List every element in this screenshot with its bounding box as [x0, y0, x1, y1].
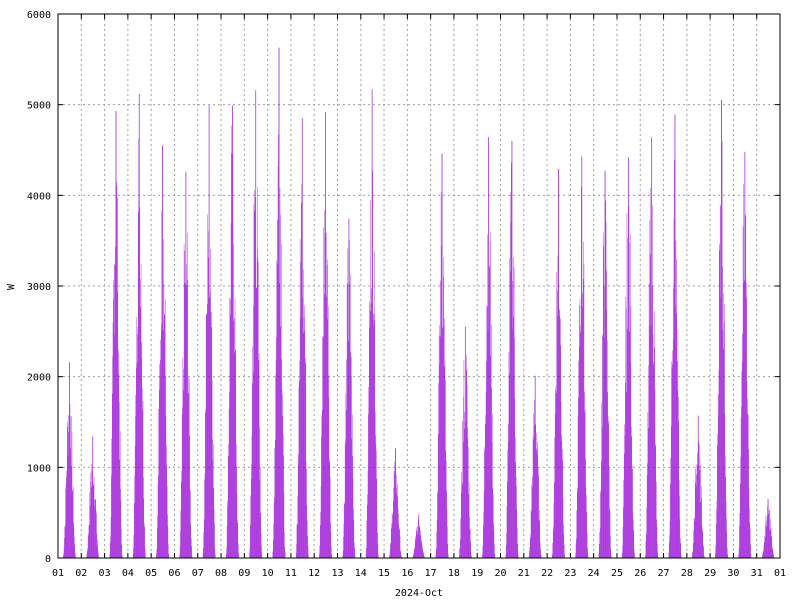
- y-tick-label: 2000: [27, 373, 51, 384]
- y-tick-label: 3000: [27, 282, 51, 293]
- x-tick-label: 17: [425, 568, 437, 579]
- day-production: [86, 437, 99, 558]
- day-production: [622, 157, 635, 558]
- day-production: [692, 416, 705, 558]
- day-production: [412, 514, 425, 558]
- x-tick-label: 01: [52, 568, 64, 579]
- day-production: [133, 94, 146, 558]
- x-tick-label: 26: [634, 568, 646, 579]
- x-tick-label: 22: [541, 568, 553, 579]
- x-tick-label: 12: [308, 568, 320, 579]
- x-tick-label: 31: [751, 568, 763, 579]
- day-production: [459, 327, 472, 558]
- x-axis-title: 2024-Oct: [395, 588, 443, 599]
- day-production: [226, 106, 239, 558]
- x-tick-label: 01: [774, 568, 786, 579]
- x-tick-label: 11: [285, 568, 297, 579]
- day-production: [202, 106, 215, 558]
- x-tick-label: 04: [122, 568, 134, 579]
- x-tick-label: 29: [704, 568, 716, 579]
- y-tick-label: 6000: [27, 10, 51, 21]
- x-tick-label: 08: [215, 568, 227, 579]
- day-production: [179, 172, 192, 558]
- day-production: [505, 141, 518, 558]
- x-tick-label: 21: [518, 568, 530, 579]
- x-tick-label: 25: [611, 568, 623, 579]
- y-axis-title: W: [6, 283, 17, 290]
- day-production: [319, 112, 332, 558]
- y-tick-label: 1000: [27, 463, 51, 474]
- x-tick-label: 14: [355, 568, 367, 579]
- day-production: [598, 171, 611, 558]
- day-production: [296, 118, 309, 558]
- x-tick-label: 19: [471, 568, 483, 579]
- x-tick-label: 20: [494, 568, 506, 579]
- day-production: [668, 115, 681, 558]
- data-bars: [63, 48, 775, 558]
- y-tick-label: 0: [45, 554, 51, 565]
- x-tick-label: 06: [168, 568, 180, 579]
- x-tick-label: 03: [99, 568, 111, 579]
- x-tick-label: 10: [262, 568, 274, 579]
- x-tick-label: 02: [75, 568, 87, 579]
- x-tick-label: 28: [681, 568, 693, 579]
- x-tick-label: 07: [192, 568, 204, 579]
- x-tick-label: 09: [238, 568, 250, 579]
- x-tick-label: 24: [588, 568, 600, 579]
- day-production: [365, 89, 378, 558]
- y-tick-label: 5000: [27, 101, 51, 112]
- day-production: [715, 100, 728, 558]
- x-tick-label: 05: [145, 568, 157, 579]
- x-tick-label: 13: [331, 568, 343, 579]
- day-production: [272, 48, 285, 558]
- day-production: [63, 362, 76, 558]
- day-production: [738, 152, 751, 558]
- y-tick-label: 4000: [27, 191, 51, 202]
- x-tick-label: 27: [658, 568, 670, 579]
- x-tick-label: 15: [378, 568, 390, 579]
- x-tick-label: 30: [727, 568, 739, 579]
- x-tick-label: 16: [401, 568, 413, 579]
- day-production: [575, 156, 588, 558]
- day-production: [389, 448, 402, 558]
- day-production: [109, 111, 122, 558]
- day-production: [761, 499, 774, 558]
- day-production: [482, 137, 495, 558]
- day-production: [342, 219, 355, 558]
- x-tick-label: 18: [448, 568, 460, 579]
- day-production: [156, 145, 169, 558]
- day-production: [435, 154, 448, 558]
- day-production: [645, 137, 658, 558]
- x-tick-label: 23: [564, 568, 576, 579]
- day-production: [249, 90, 262, 558]
- day-production: [552, 169, 565, 558]
